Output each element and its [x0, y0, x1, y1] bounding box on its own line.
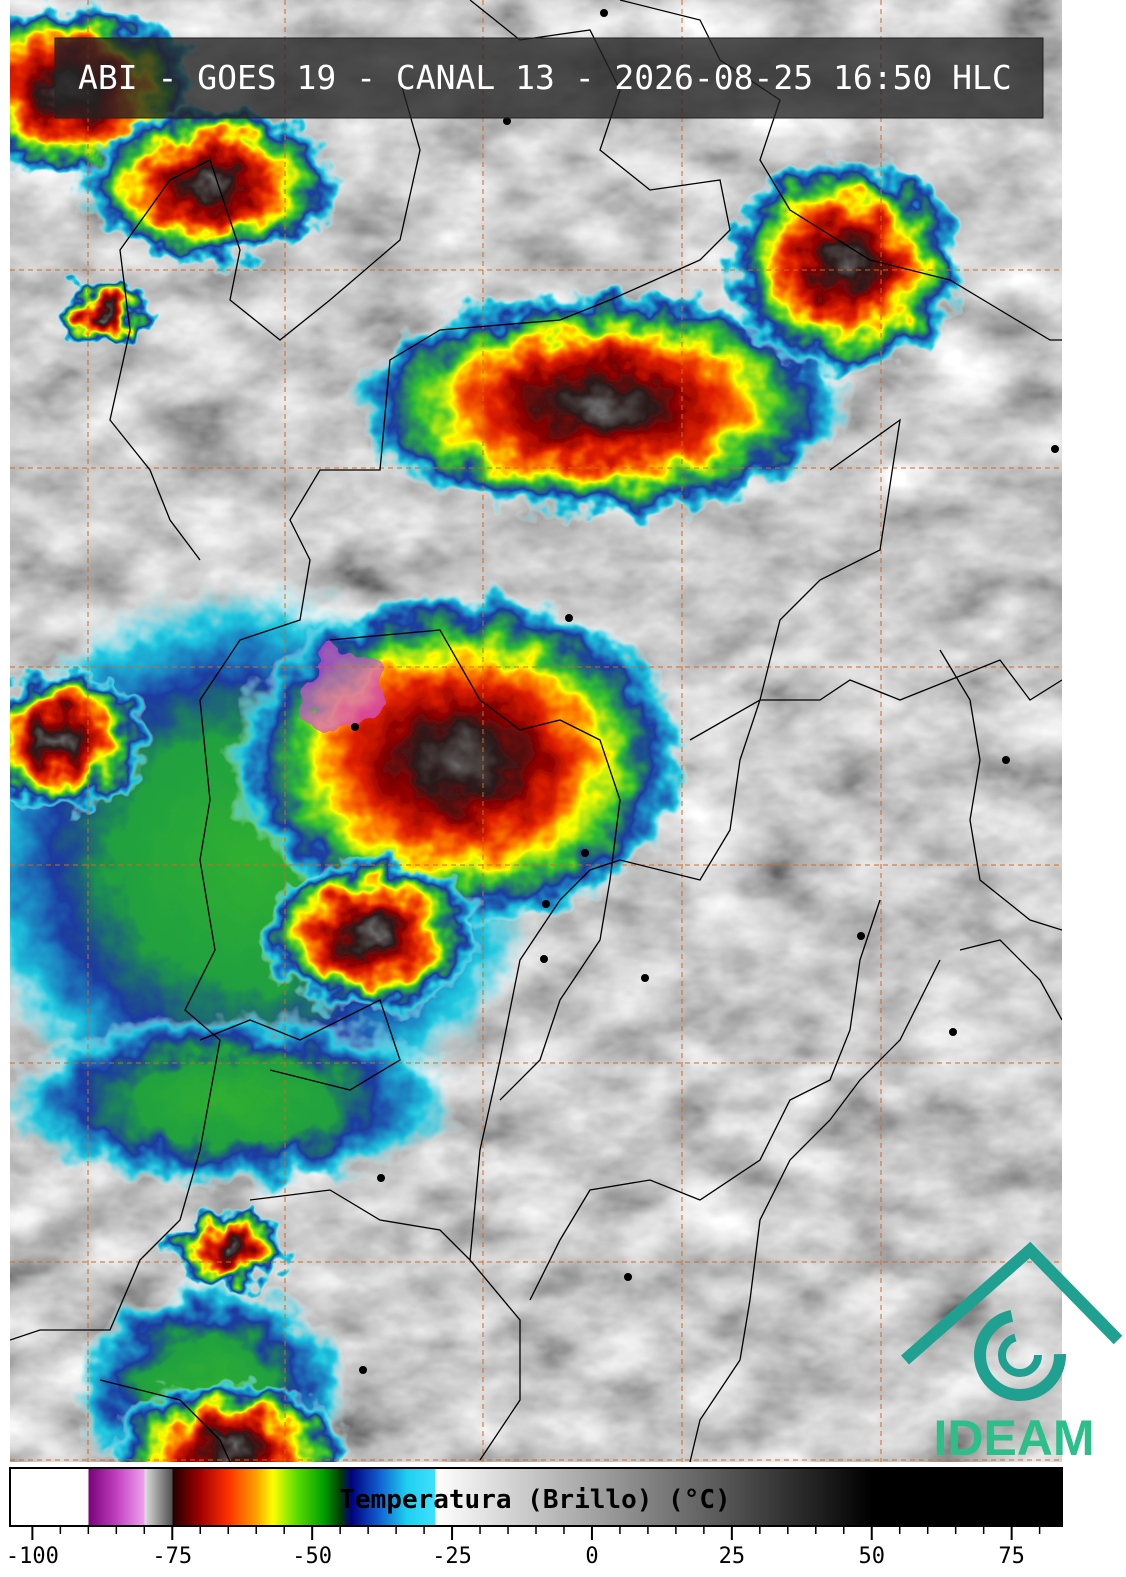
boundaries — [10, 0, 1062, 1462]
colorbar: Temperatura (Brillo) (°C) -100 -75 -50 -25 0… — [6, 1467, 1063, 1569]
tick-label: 25 — [719, 1544, 746, 1569]
border — [939, 649, 1062, 931]
graticule — [10, 0, 1062, 1462]
tick-label: -25 — [432, 1544, 472, 1569]
city-dot — [503, 117, 511, 125]
border — [689, 939, 1062, 1462]
storm — [170, 1210, 290, 1290]
border — [10, 0, 731, 1341]
ideam-logo: IDEAM — [901, 1241, 1123, 1466]
city-dot — [565, 614, 573, 622]
city-dot — [600, 9, 608, 17]
city-dot — [581, 849, 589, 857]
tick-label: -75 — [152, 1544, 192, 1569]
storm — [80, 105, 340, 265]
border — [329, 629, 621, 1101]
city-dot — [641, 974, 649, 982]
border — [529, 899, 881, 1301]
border — [199, 999, 401, 1091]
city-dot — [1002, 756, 1010, 764]
border — [99, 1189, 471, 1462]
colorbar-gradient — [9, 1467, 1063, 1527]
city-dot — [542, 900, 550, 908]
storm — [110, 1380, 350, 1462]
storm — [350, 290, 850, 520]
storm — [10, 670, 150, 810]
overshoot-top — [305, 650, 385, 730]
city-dot — [377, 1174, 385, 1182]
border — [689, 659, 1062, 741]
city-dot — [624, 1273, 632, 1281]
cities — [351, 9, 1059, 1374]
city-dot — [351, 723, 359, 731]
storm — [725, 155, 965, 375]
logo-swirl — [998, 1333, 1042, 1377]
city-dot — [540, 955, 548, 963]
title: ABI - GOES 19 - CANAL 13 - 2026-08-25 16… — [78, 58, 1012, 97]
tick-label: -50 — [292, 1544, 332, 1569]
cold-cloud — [10, 1010, 460, 1190]
logo-text: IDEAM — [933, 1410, 1094, 1466]
title-background — [54, 37, 1044, 119]
city-dot — [359, 1366, 367, 1374]
tick-label: 50 — [858, 1544, 885, 1569]
storm — [260, 855, 480, 1015]
city-dot — [1051, 445, 1059, 453]
border — [109, 79, 421, 561]
logo-swirl — [974, 1309, 1066, 1401]
tick-label: -100 — [6, 1544, 59, 1569]
logo-roof — [901, 1241, 1123, 1365]
satellite-map: ABI - GOES 19 - CANAL 13 - 2026-08-25 16… — [10, 0, 1062, 1462]
title-box: ABI - GOES 19 - CANAL 13 - 2026-08-25 16… — [54, 37, 1044, 119]
tick-label: 75 — [998, 1544, 1025, 1569]
tick-label: 0 — [585, 1544, 598, 1569]
city-dot — [857, 932, 865, 940]
city-dot — [949, 1028, 957, 1036]
colorbar-title: Temperatura (Brillo) (°C) — [339, 1485, 730, 1515]
storm — [60, 277, 150, 347]
